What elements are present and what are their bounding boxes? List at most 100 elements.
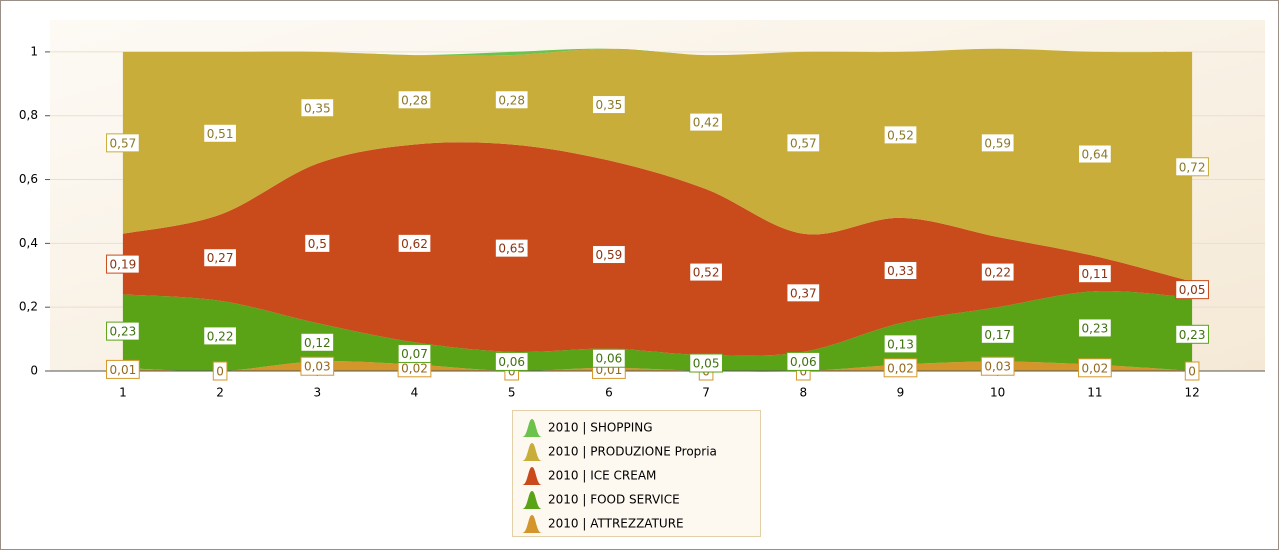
data-label-text: 0,01 <box>110 363 137 377</box>
data-label-box <box>689 353 723 373</box>
data-label: 0,06 <box>592 348 626 368</box>
y-tick-label: 0 <box>30 364 38 378</box>
legend-swatch <box>522 515 542 533</box>
data-label-box <box>1175 324 1209 344</box>
data-label-text: 0,65 <box>498 242 525 256</box>
data-label: 0,52 <box>689 262 723 282</box>
legend-label: 2010 | ATTREZZATURE <box>548 517 684 531</box>
data-label-box <box>494 90 529 110</box>
data-label: 0,37 <box>786 283 821 303</box>
data-label-text: 0,52 <box>887 128 914 142</box>
data-label: 0,17 <box>980 324 1015 344</box>
data-label: 0,28 <box>397 90 432 110</box>
data-label-box <box>300 98 335 118</box>
data-label-text: 0,59 <box>984 136 1011 150</box>
data-label-text: 0 <box>1188 365 1196 379</box>
data-label: 0,23 <box>1175 324 1209 344</box>
data-label-box <box>883 125 918 145</box>
data-label-box <box>786 283 821 303</box>
data-label-box <box>203 248 237 268</box>
legend <box>512 410 761 537</box>
data-label-box <box>494 351 529 371</box>
data-label-text: 0,5 <box>308 237 327 251</box>
data-label: 0 <box>212 361 228 381</box>
data-label: 0,57 <box>786 133 821 153</box>
data-label-text: 0,23 <box>1082 321 1109 335</box>
data-label: 0,52 <box>883 125 918 145</box>
data-label-text: 0,35 <box>304 101 331 115</box>
data-label-box <box>1175 280 1209 300</box>
y-tick-label: 1 <box>30 44 38 58</box>
data-label-text: 0,51 <box>207 127 234 141</box>
data-label: 0,33 <box>883 260 918 280</box>
data-label-text: 0,03 <box>984 360 1011 374</box>
data-label-text: 0,22 <box>207 329 234 343</box>
data-label-text: 0,02 <box>1082 361 1109 375</box>
data-label-box <box>106 254 140 274</box>
data-label: 0,59 <box>980 133 1015 153</box>
data-label: 0,12 <box>300 332 335 352</box>
data-label: 0,22 <box>203 326 237 346</box>
data-label-text: 0,02 <box>887 361 914 375</box>
data-label-box <box>980 262 1015 282</box>
data-label: 0,35 <box>300 98 335 118</box>
data-label: 0 <box>1184 361 1200 381</box>
legend-swatch <box>522 443 542 461</box>
legend-label: 2010 | PRODUZIONE Propria <box>548 445 717 459</box>
data-label-box <box>494 238 529 258</box>
data-label-text: 0 <box>216 365 224 379</box>
data-label-box <box>883 260 918 280</box>
data-label-box <box>786 133 821 153</box>
data-label-box <box>592 348 626 368</box>
legend-swatch <box>522 419 542 437</box>
data-label-box <box>304 233 331 253</box>
data-label: 0,23 <box>106 321 140 341</box>
data-label-text: 0,06 <box>790 355 817 369</box>
data-label-box <box>980 356 1015 376</box>
data-label-box <box>592 95 626 115</box>
y-tick-label: 0,2 <box>19 300 38 314</box>
data-label-text: 0,35 <box>596 98 623 112</box>
data-label-text: 0,03 <box>304 360 331 374</box>
data-label-box <box>203 326 237 346</box>
data-label-text: 0,28 <box>498 93 525 107</box>
data-label: 0,02 <box>1078 358 1112 378</box>
data-label-text: 0,12 <box>304 336 331 350</box>
data-label-box <box>1078 144 1112 164</box>
data-label-box <box>106 321 140 341</box>
data-label-box <box>689 112 723 132</box>
y-tick-label: 0,8 <box>19 108 38 122</box>
data-label-box <box>106 133 140 153</box>
data-label-text: 0,05 <box>1179 283 1206 297</box>
data-label-text: 0,28 <box>401 93 428 107</box>
data-label: 0,42 <box>689 112 723 132</box>
data-label: 0,13 <box>883 334 918 354</box>
x-tick-label: 2 <box>216 386 224 400</box>
data-label: 0,11 <box>1078 264 1112 284</box>
data-label-text: 0,22 <box>984 266 1011 280</box>
data-label-box <box>397 233 432 253</box>
data-label-text: 0 <box>508 365 516 379</box>
data-label-text: 0,23 <box>1179 328 1206 342</box>
data-label-text: 0,17 <box>984 328 1011 342</box>
data-label-box <box>980 133 1015 153</box>
data-label-text: 0,57 <box>790 136 817 150</box>
x-tick-label: 3 <box>313 386 321 400</box>
data-label: 0,02 <box>883 358 918 378</box>
data-label-text: 0,27 <box>207 251 234 265</box>
data-label-text: 0,11 <box>1082 267 1109 281</box>
data-label-text: 0,37 <box>790 286 817 300</box>
data-label-text: 0,06 <box>498 355 525 369</box>
data-label-text: 0,42 <box>693 116 720 130</box>
data-label: 0,01 <box>106 359 140 379</box>
data-label-box <box>300 332 335 352</box>
data-label: 0,64 <box>1078 144 1112 164</box>
data-label: 0,57 <box>106 133 140 153</box>
data-label-text: 0,13 <box>887 337 914 351</box>
data-label: 0,65 <box>494 238 529 258</box>
data-label-text: 0,02 <box>401 361 428 375</box>
data-label-box <box>1184 361 1200 381</box>
data-label-box <box>1175 157 1209 177</box>
x-tick-label: 4 <box>411 386 419 400</box>
data-label-box <box>689 262 723 282</box>
